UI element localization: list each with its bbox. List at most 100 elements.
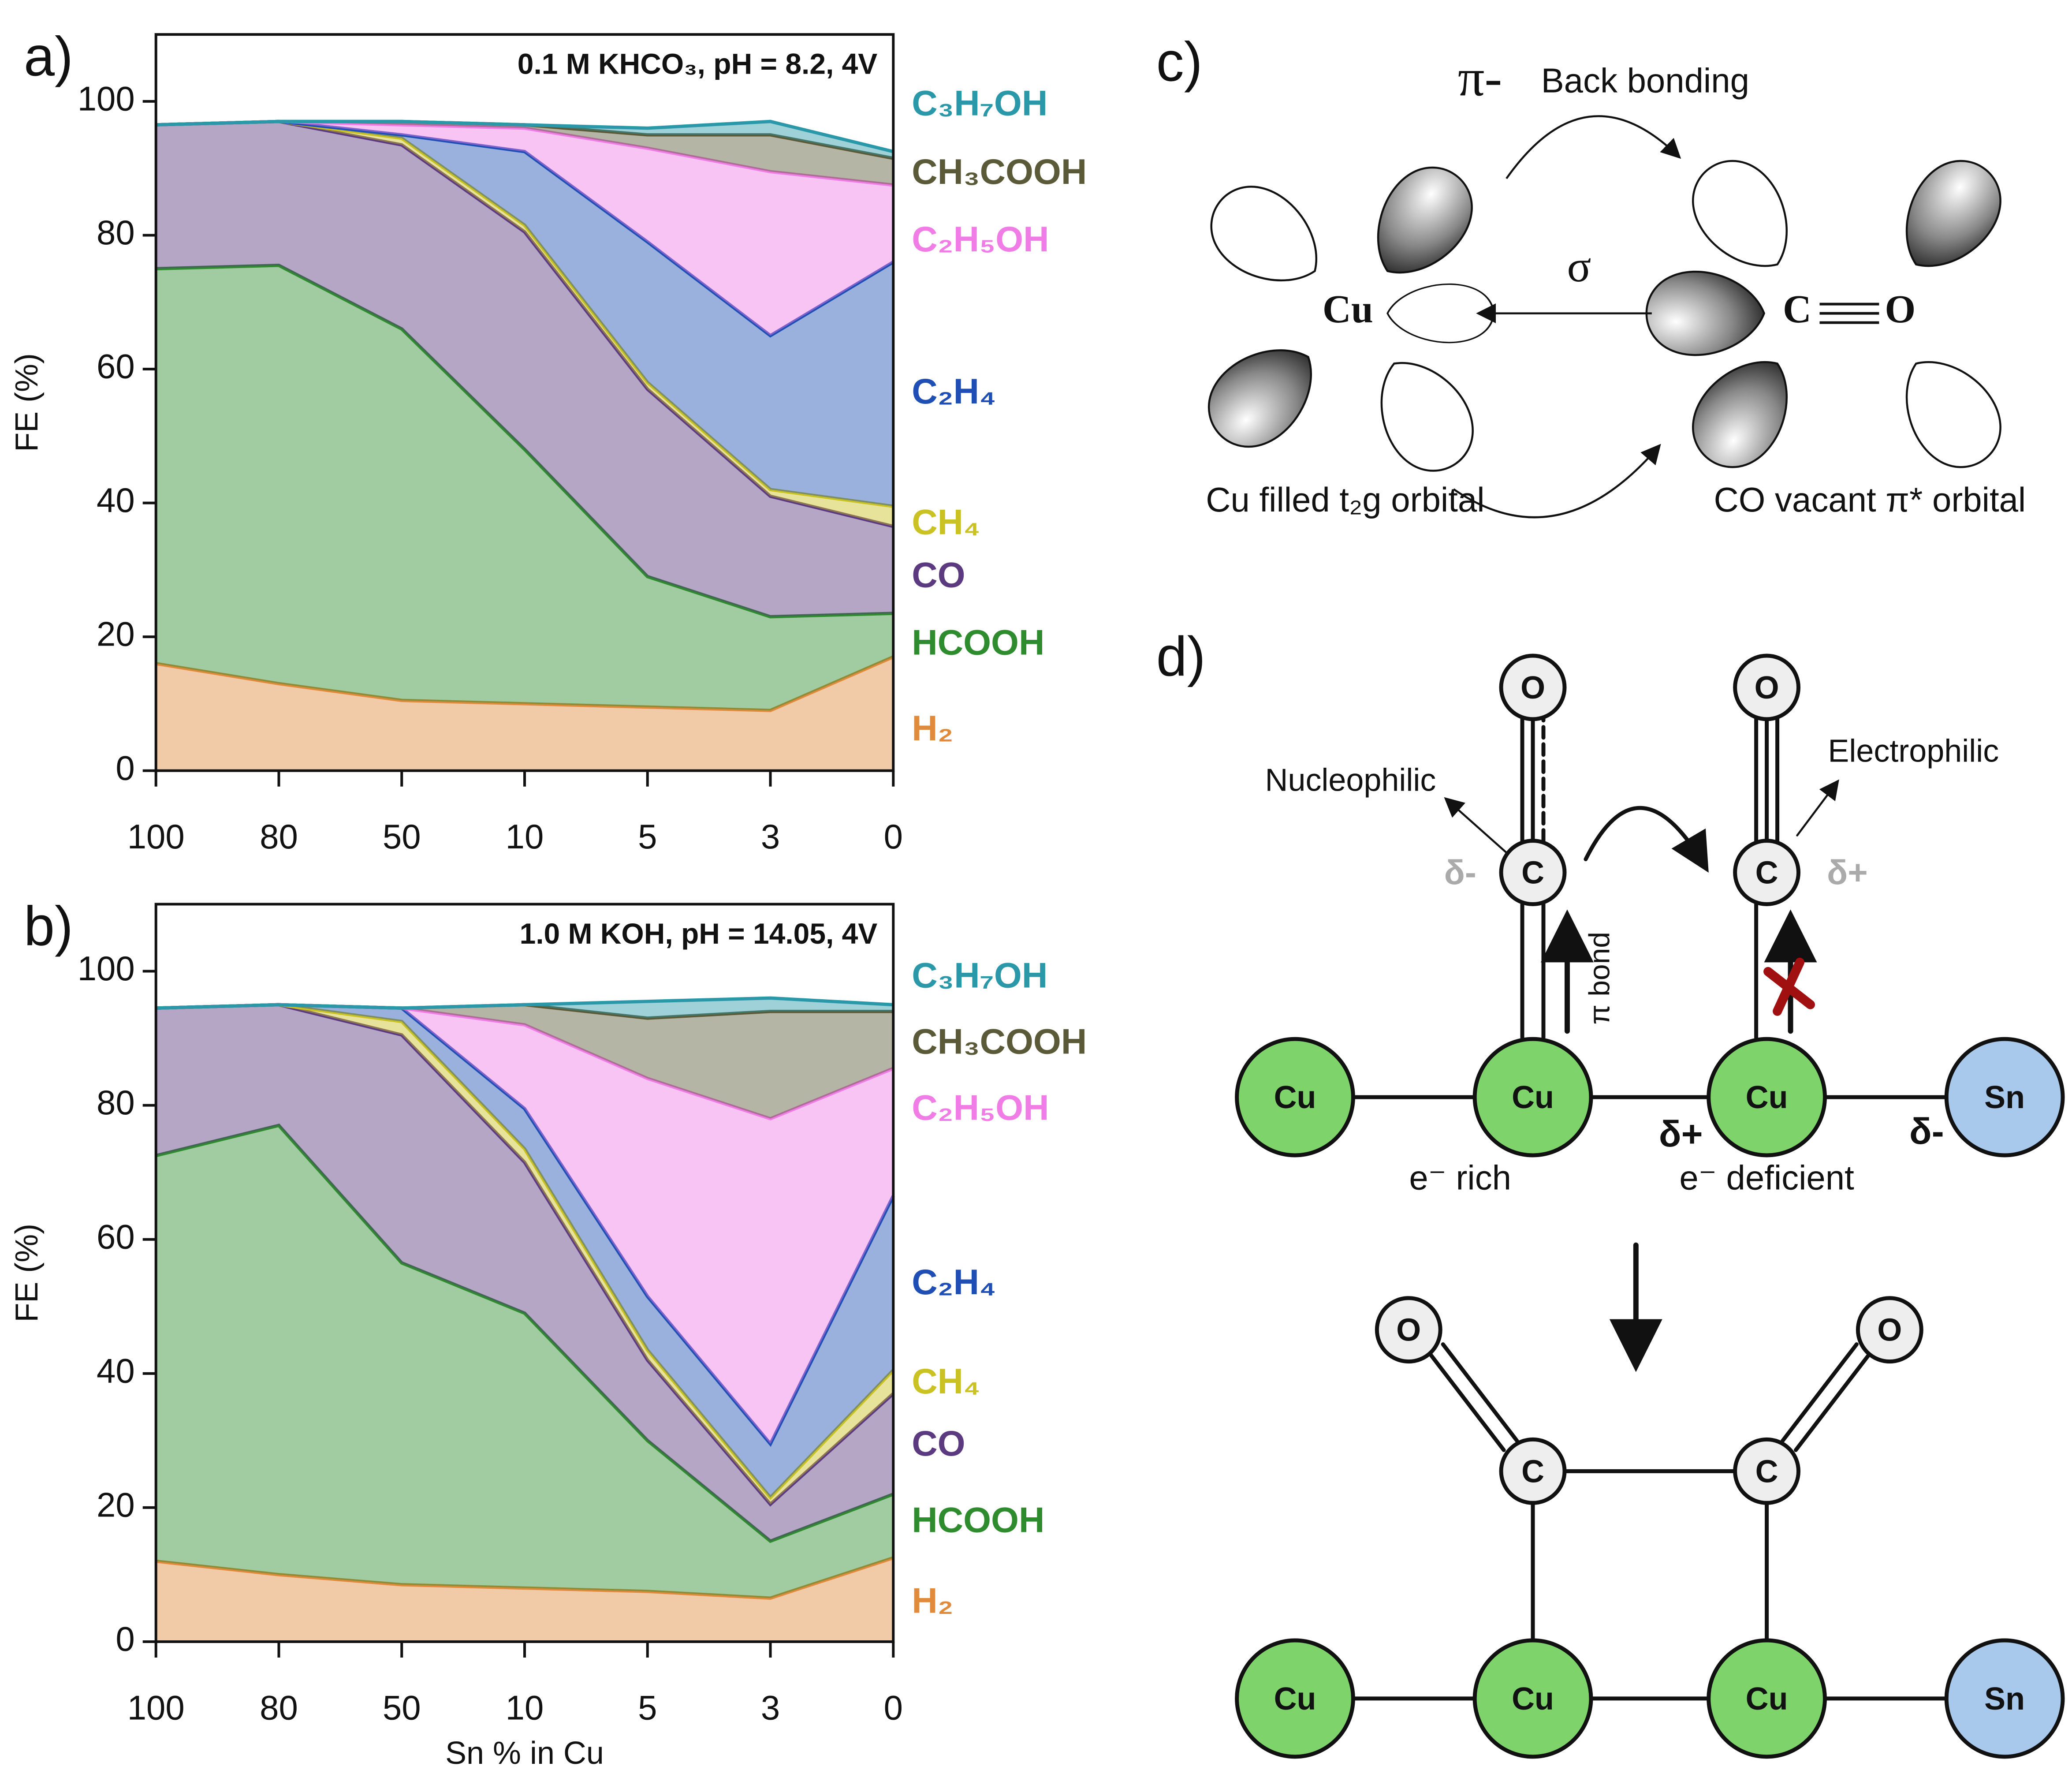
legend-label: CO	[912, 555, 965, 595]
atoms	[1235, 653, 2065, 1759]
legend-label: C₂H₅OH	[912, 220, 1049, 259]
panel-label: c)	[1156, 30, 1203, 93]
area-line	[156, 996, 894, 1010]
legend-label: HCOOH	[912, 1501, 1044, 1540]
bonds	[1293, 717, 2007, 1701]
atom-label: O	[1520, 670, 1545, 706]
x-tick-label: 100	[127, 817, 185, 856]
y-tick-label: 40	[97, 481, 135, 519]
transfer-arrow	[1584, 806, 1709, 873]
atom-label: O	[1885, 288, 1915, 331]
sigma-label: σ	[1567, 242, 1591, 291]
chart-title: 1.0 M KOH, pH = 14.05, 4V	[520, 917, 878, 950]
annotation: e⁻ deficient	[1679, 1158, 1854, 1197]
x-tick-label: 50	[383, 817, 421, 856]
charge-label: δ-	[1444, 853, 1476, 892]
atom-label: C	[1755, 1454, 1778, 1489]
area-line	[156, 264, 894, 619]
atom-label: Cu	[1746, 1080, 1788, 1115]
x-tick-label: 0	[884, 1688, 903, 1727]
orbital-lobe	[1353, 151, 1489, 295]
y-axis-label: FE (%)	[9, 353, 45, 452]
x-tick-label: 50	[383, 1688, 421, 1727]
diagram-d: d) Cu Cu Cu Sn C C O O Nucleophilic Elec…	[1156, 625, 2065, 1759]
back-bond-arrow	[1453, 444, 1661, 519]
panel-label: d)	[1156, 625, 1206, 687]
legend-label: C₂H₅OH	[912, 1088, 1049, 1128]
diagram-c: c) Cu C O σ π- Back bonding Cu filled t₂…	[1156, 30, 2026, 519]
x-tick-label: 80	[260, 1688, 298, 1727]
area	[156, 1004, 894, 1119]
legend-label: CH₄	[912, 503, 980, 542]
area	[156, 121, 894, 158]
legend-label: C₃H₇OH	[912, 956, 1047, 996]
area	[156, 998, 894, 1018]
legend-label: HCOOH	[912, 623, 1044, 662]
area	[156, 121, 894, 185]
area	[156, 121, 894, 336]
legend-label: H₂	[912, 1581, 953, 1621]
back-bond-arrow	[1506, 115, 1681, 179]
y-tick-label: 0	[116, 748, 134, 787]
orbital-lobe	[1195, 169, 1339, 305]
atom-label: C	[1783, 288, 1811, 331]
area	[156, 1004, 894, 1505]
orbital-lobe	[1676, 340, 1811, 484]
y-tick-label: 100	[78, 79, 135, 118]
plot-area	[155, 996, 895, 1642]
atom-label: O	[1877, 1313, 1902, 1348]
area	[156, 121, 894, 507]
y-tick-label: 40	[97, 1351, 135, 1390]
atom-label: Sn	[1984, 1681, 2025, 1717]
chart-title: 0.1 M KHCO₃, pH = 8.2, 4V	[518, 48, 878, 80]
area-line	[156, 1556, 894, 1600]
pi-label: π-	[1458, 49, 1502, 107]
y-tick-label: 60	[97, 347, 135, 386]
back-bonding-label: Back bonding	[1541, 61, 1749, 100]
x-tick-label: 100	[127, 1688, 185, 1727]
orbital-lobe	[1387, 284, 1493, 342]
legend-label: C₂H₄	[912, 372, 996, 411]
atom-label: Cu	[1274, 1681, 1316, 1717]
legend-label: C₃H₇OH	[912, 83, 1047, 123]
x-axis-label: Sn % in Cu	[445, 1736, 604, 1770]
atom-label: Cu	[1512, 1681, 1554, 1717]
atom-label: O	[1396, 1313, 1421, 1348]
orbital-lobe	[1882, 144, 2018, 288]
orbital-lobe	[1647, 272, 1764, 355]
x-tick-label: 80	[260, 817, 298, 856]
pointer	[1796, 779, 1839, 836]
x-tick-label: 5	[638, 1688, 657, 1727]
orbital-lobe	[1676, 144, 1811, 288]
area	[156, 1557, 894, 1642]
legend-label: CH₃COOH	[912, 1022, 1087, 1062]
pointer	[1444, 797, 1508, 854]
blocked-cross	[1763, 957, 1815, 1016]
atom-label: C	[1521, 855, 1544, 891]
annotation: Electrophilic	[1828, 734, 1999, 769]
legend-label: CH₃COOH	[912, 152, 1087, 192]
pi-bond-label: π bond	[1583, 932, 1615, 1025]
legend-label: CH₄	[912, 1362, 980, 1401]
area	[156, 1004, 894, 1541]
y-tick-label: 20	[97, 1486, 135, 1524]
area	[156, 1004, 894, 1444]
x-tick-label: 0	[884, 817, 903, 856]
atom-label: Cu	[1274, 1080, 1316, 1115]
y-tick-label: 100	[78, 949, 135, 988]
charge-label: δ+	[1659, 1113, 1703, 1154]
caption: Cu filled t₂g orbital	[1206, 480, 1484, 519]
area-line	[156, 119, 894, 153]
caption: CO vacant π* orbital	[1714, 480, 2026, 519]
atom-label: C	[1755, 855, 1778, 891]
x-tick-label: 5	[638, 817, 657, 856]
x-tick-label: 10	[506, 1688, 544, 1727]
area-line	[155, 1124, 894, 1543]
charge-label: δ+	[1827, 853, 1868, 892]
triple-bond	[1819, 302, 1879, 324]
atom-label: Cu	[1512, 1080, 1554, 1115]
panel-label: b)	[24, 895, 73, 957]
y-tick-label: 60	[97, 1217, 135, 1256]
y-tick-label: 0	[116, 1620, 134, 1658]
atom-label: C	[1521, 1454, 1544, 1489]
